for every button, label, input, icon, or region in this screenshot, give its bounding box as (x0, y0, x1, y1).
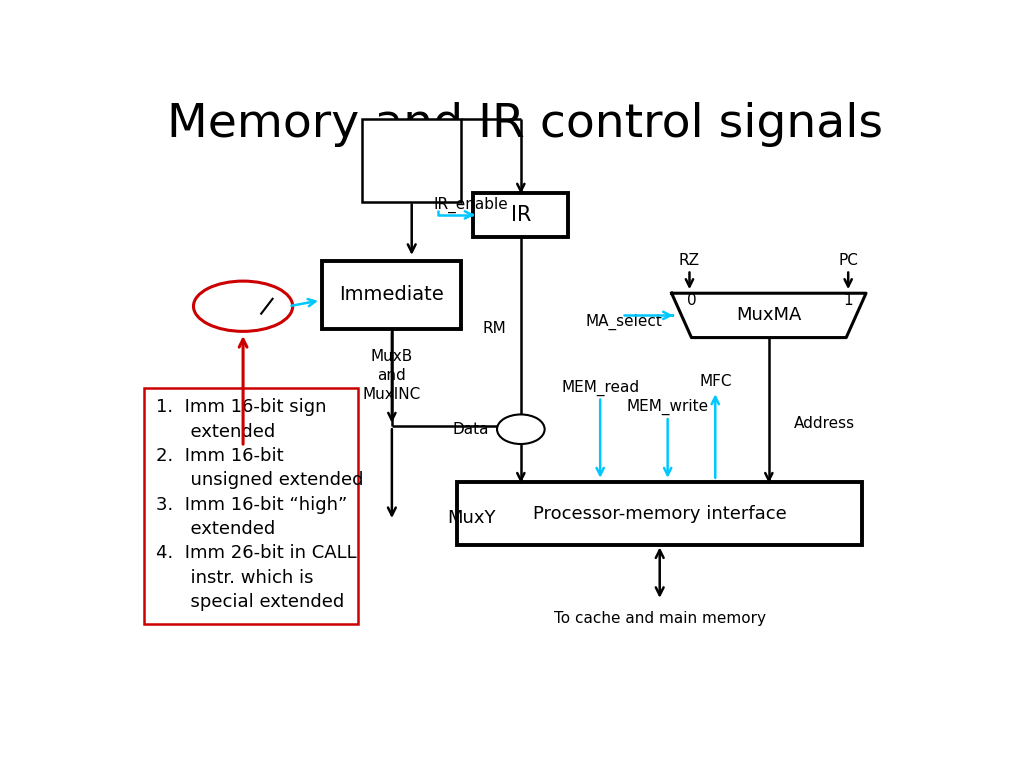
Text: MFC: MFC (699, 375, 731, 389)
Text: MA_select: MA_select (586, 313, 663, 329)
Bar (143, 388, 358, 624)
Ellipse shape (497, 415, 545, 444)
Text: 2: 2 (268, 312, 279, 326)
Text: Memory and IR control signals: Memory and IR control signals (167, 102, 883, 147)
Bar (473, 193, 568, 237)
Bar (458, 482, 862, 545)
Text: MuxMA: MuxMA (736, 306, 802, 324)
Text: MuxY: MuxY (447, 509, 496, 527)
Text: Address: Address (794, 415, 855, 431)
Text: To cache and main memory: To cache and main memory (554, 611, 766, 626)
Bar (362, 119, 461, 201)
Text: 1: 1 (844, 293, 853, 308)
Ellipse shape (194, 281, 293, 331)
Text: Data: Data (453, 422, 489, 437)
Text: MuxB
and
MuxINC: MuxB and MuxINC (362, 349, 421, 402)
Text: IR_enable: IR_enable (433, 197, 508, 213)
Text: Immediate: Immediate (340, 285, 444, 304)
Text: RZ: RZ (679, 253, 700, 268)
Text: MEM_read: MEM_read (561, 379, 639, 396)
Text: IR: IR (511, 205, 531, 225)
Bar (323, 260, 461, 329)
Text: Processor-memory interface: Processor-memory interface (532, 505, 786, 522)
Text: PC: PC (839, 253, 858, 268)
Text: Extend: Extend (202, 299, 256, 314)
Polygon shape (672, 293, 866, 338)
Text: 1.  Imm 16-bit sign
      extended
2.  Imm 16-bit
      unsigned extended
3.  Im: 1. Imm 16-bit sign extended 2. Imm 16-bi… (156, 399, 364, 611)
Text: 0: 0 (687, 293, 696, 308)
Text: MEM_write: MEM_write (627, 399, 709, 415)
Text: RM: RM (482, 321, 507, 336)
